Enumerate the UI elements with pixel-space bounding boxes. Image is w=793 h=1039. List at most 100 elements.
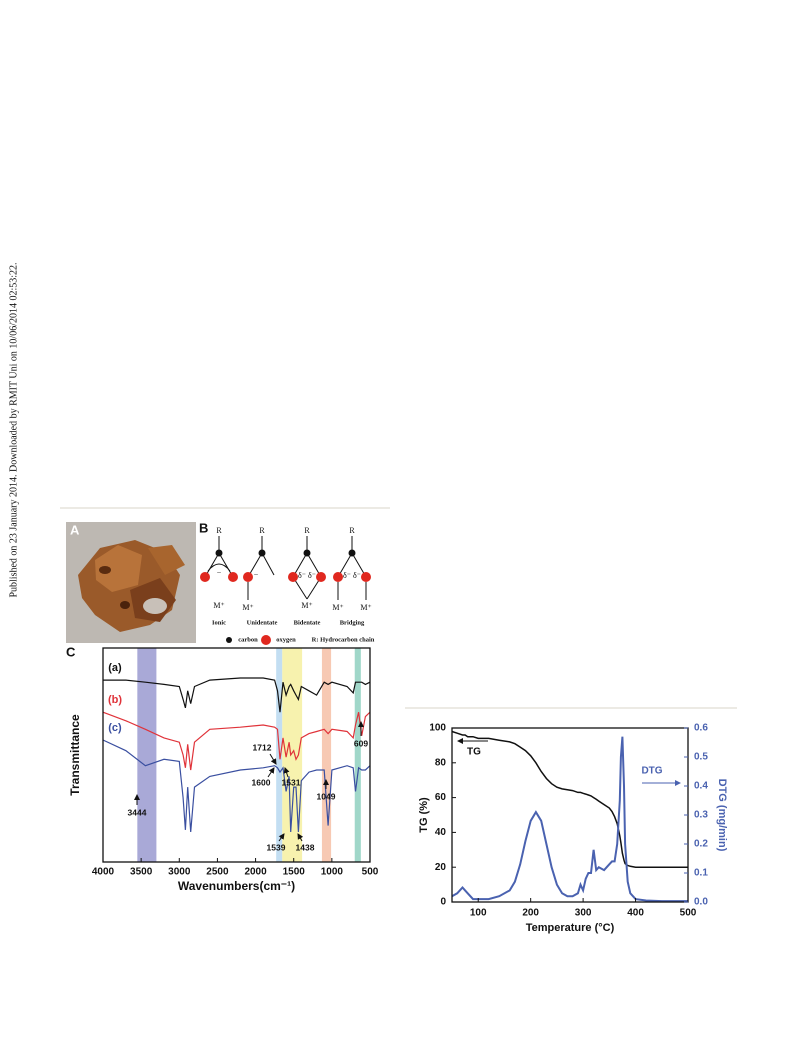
photo [66,522,196,643]
diagram-label: R: Hydrocarbon chain [312,636,375,643]
peak-label: 609 [354,738,368,748]
y-tick-label: 20 [435,862,447,873]
y-axis-title: Transmittance [68,714,82,796]
peak-label: 1049 [317,791,336,801]
band [321,648,332,862]
x-axis-title: Temperature (°C) [526,922,615,934]
oxygen-atom [228,572,238,582]
series-label: (b) [108,694,122,706]
oxygen-atom [361,572,371,582]
x-tick-label: 2000 [244,867,267,878]
diagram-label: − [254,570,259,579]
oxygen-atom [200,572,210,582]
peak-label: 1600 [252,777,271,787]
series-line [102,711,371,771]
panel-label: A [70,522,80,537]
diagram-label: R [349,526,355,535]
y2-tick-label: 0.2 [694,839,708,850]
y-tick-label: 60 [435,792,447,803]
diagram-label: Bridging [340,619,365,626]
peak-arrow [278,833,285,842]
y2-tick-label: 0.4 [694,781,708,792]
series-line [451,730,688,868]
peak-label: 3444 [128,807,147,817]
panel-label: B [199,520,208,535]
series-label: (c) [108,722,122,734]
legend-oxygen [261,635,271,645]
diagram-label: M⁺ [301,601,312,610]
bond [261,552,275,576]
x-tick-label: 500 [680,908,697,919]
series-label: (a) [108,662,122,674]
diagram-label: carbon [238,636,258,643]
y-tick-label: 40 [435,827,447,838]
diagram-label: δ⁻ [298,571,306,580]
diagram-label: Ionic [212,619,226,626]
band [137,648,157,862]
diagram-label: oxygen [276,636,296,643]
x-tick-label: 4000 [92,867,115,878]
peak-arrow [267,767,275,778]
x-tick-label: 3000 [168,867,191,878]
x-tick-label: 200 [522,908,539,919]
carbon-atom [348,549,356,557]
diagram-label: δ⁻ [308,571,316,580]
y2-tick-label: 0.0 [694,897,708,908]
y-axis-title: TG (%) [418,797,430,833]
series-line [451,736,688,903]
oxygen-atom [288,572,298,582]
peak-label: 1531 [282,777,301,787]
carbon-atom [215,549,223,557]
x-tick-label: 100 [470,908,487,919]
carbon-atom [258,549,266,557]
oxygen-atom [243,572,253,582]
carbon-atom [303,549,311,557]
y-tick-label: 0 [440,897,446,908]
band [354,648,361,862]
diagram-label: δ⁻ [343,571,351,580]
diagram-label: R [216,526,222,535]
diagram-label: R [259,526,265,535]
diagram-label: M⁺ [213,601,224,610]
peak-label: 1438 [296,842,315,852]
y2-tick-label: 0.5 [694,752,708,763]
y2-tick-label: 0.1 [694,868,708,879]
side-note: Published on 23 January 2014. Downloaded… [8,262,19,597]
diagram-label: R [304,526,310,535]
peak-arrow [269,753,277,765]
x-tick-label: 1500 [283,867,306,878]
legend-carbon [226,637,232,643]
diagram-label: Bidentate [294,619,321,626]
x-axis-title: Wavenumbers(cm⁻¹) [178,879,295,893]
x-tick-label: 3500 [130,867,153,878]
y2-tick-label: 0.3 [694,810,708,821]
x-tick-label: 2500 [206,867,229,878]
peak-label: 1539 [267,842,286,852]
x-tick-label: 1000 [321,867,344,878]
series-line [102,739,371,833]
oxygen-atom [333,572,343,582]
series-line [103,677,371,713]
peak-arrow [283,767,290,778]
y2-axis-title: DTG (mg/min) [716,779,728,852]
peak-label: 1712 [253,742,272,752]
panel-label: C [66,644,76,659]
oxygen-atom [316,572,326,582]
y-tick-label: 80 [435,757,447,768]
peak-arrow [297,833,304,842]
diagram-label: Unidentate [247,619,278,626]
plot-frame [102,647,371,863]
plot-frame [451,727,689,903]
annotation: TG [467,747,481,758]
diagram-label: δ⁻ [353,571,361,580]
x-tick-label: 500 [362,867,379,878]
diagram-label: M⁺ [360,603,371,612]
diagram-label: M⁺ [332,603,343,612]
bond [207,563,231,572]
x-tick-label: 300 [575,908,592,919]
diagram-label: M⁺ [242,603,253,612]
x-tick-label: 400 [627,908,644,919]
diagram-label: − [217,568,222,577]
